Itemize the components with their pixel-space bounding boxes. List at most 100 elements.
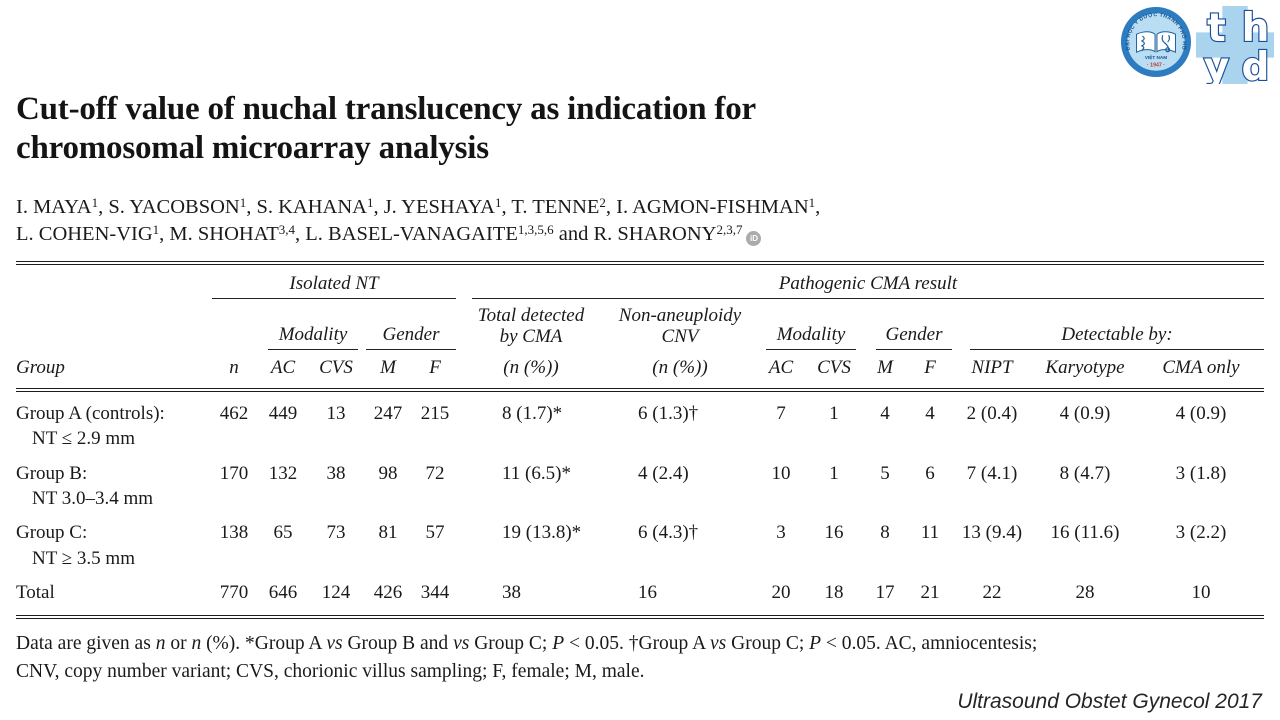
data-cell: 124 [308,570,364,620]
results-table-wrap: Isolated NT Pathogenic CMA result Modality… [16,260,1264,620]
table-row: Group C: NT ≥ 3.5 mm 138 65 73 81 57 19 (13.8)*… [16,511,1264,571]
column-header: CVS [806,350,862,393]
data-cell: 6 (4.3)† [638,522,699,544]
data-cell: 21 [908,570,952,620]
title-line-2: chromosomal microarray analysis [16,129,489,166]
data-cell: 4 (0.9) [1059,403,1111,425]
data-cell: 20 [756,570,806,620]
data-cell: 5 [880,462,890,484]
data-cell: 4 (0.9) [1175,403,1227,425]
data-cell: 344 [412,570,458,620]
footnote-line: Data are given as n or n (%). *Group A v… [16,633,1038,655]
column-header: F [412,350,458,393]
data-cell: 16 (11.6) [1050,522,1120,544]
data-cell: 65 [273,522,293,544]
data-cell: 6 [925,462,935,484]
data-cell: 4 [925,403,935,425]
author-line: L. COHEN-VIG1, M. SHOHAT3,4, L. BASEL-VA… [16,221,1264,248]
data-cell: 449 [268,403,298,425]
header-spacer [16,299,210,351]
header-spacer [210,299,258,351]
column-header: AC [258,350,308,393]
column-subgroup-header: Total detected by CMA [477,304,585,348]
data-cell: 10 [771,462,791,484]
column-subgroup-header: Modality [756,299,862,351]
data-cell: 38 [458,570,604,620]
monogram-letter: y [1204,45,1229,84]
data-cell: 8 [880,522,890,544]
column-header: M [364,350,412,393]
data-cell: 81 [378,522,398,544]
logo-group: ĐẠI HỌC Y DƯỢC THÀNH PHỐ HỒ CHÍ MINH VIỆ… [1120,6,1274,84]
table-row: Group B: NT 3.0–3.4 mm 170 132 38 98 72 11 (6.5… [16,452,1264,512]
data-cell: 3 (1.8) [1175,462,1227,484]
table-row: Total 770 646 124 426 344 38 16 20 18 17 21 22 28 10 [16,570,1264,620]
data-cell: 11 (6.5)* [502,462,571,484]
orcid-icon: iD [746,230,762,246]
data-cell: 4 [880,403,890,425]
data-cell: 462 [219,403,249,425]
column-header: F [908,350,952,393]
column-header: AC [756,350,806,393]
column-header: CMA only [1138,350,1264,393]
data-cell: 170 [219,462,249,484]
column-subgroup-header: Detectable by: [952,299,1264,351]
group-cell: Group A (controls): NT ≤ 2.9 mm [16,403,165,450]
monogram-letter: t [1207,6,1226,51]
journal-citation: Ultrasound Obstet Gynecol 2017 [957,690,1262,713]
column-subgroup-header: Modality [258,299,364,351]
table-footnote: Data are given as n or n (%). *Group A v… [16,630,1264,685]
data-cell: 1 [829,462,839,484]
data-cell: 247 [373,403,403,425]
data-cell: 72 [425,462,445,484]
data-cell: 4 (2.4) [638,462,689,484]
data-cell: 132 [268,462,298,484]
footnote-line: CNV, copy number variant; CVS, chorionic… [16,660,645,682]
seal-year-text: · 1947 · [1147,62,1165,68]
column-subgroup-header: Non-aneuploidy CNV [618,304,742,348]
column-header: M [862,350,908,393]
data-cell: 18 [806,570,862,620]
data-cell: 770 [210,570,258,620]
column-group-header: Pathogenic CMA result [458,263,1264,299]
group-cell: Group B: NT 3.0–3.4 mm [16,462,154,509]
data-cell: 16 [604,570,756,620]
data-cell: 8 (4.7) [1059,462,1111,484]
data-cell: 7 [776,403,786,425]
column-header: CVS [308,350,364,393]
data-cell: 22 [952,570,1032,620]
data-cell: 17 [862,570,908,620]
data-cell: 57 [425,522,445,544]
monogram-logo: t hy d [1196,6,1274,84]
data-cell: 10 [1138,570,1264,620]
data-cell: 13 (9.4) [961,522,1023,544]
data-cell: 646 [258,570,308,620]
column-header: (n (%)) [458,350,604,393]
data-cell: 138 [219,522,249,544]
author-line: I. MAYA1, S. YACOBSON1, S. KAHANA1, J. Y… [16,195,821,219]
data-cell: 3 (2.2) [1175,522,1227,544]
monogram-letter: d [1242,45,1270,84]
header-spacer [16,263,210,299]
data-cell: 38 [326,462,346,484]
monogram-letter: h [1242,6,1270,51]
group-cell: Total [16,570,210,620]
data-cell: 13 [326,403,346,425]
data-cell: 73 [326,522,346,544]
paper-title: Cut-off value of nuchal translucency as … [16,90,1264,167]
data-cell: 215 [420,403,450,425]
column-header: (n (%)) [604,350,756,393]
university-seal-logo: ĐẠI HỌC Y DƯỢC THÀNH PHỐ HỒ CHÍ MINH VIỆ… [1120,6,1192,78]
data-cell: 16 [824,522,844,544]
author-list: I. MAYA1, S. YACOBSON1, S. KAHANA1, J. Y… [16,194,1264,247]
group-cell: Group C: NT ≥ 3.5 mm [16,522,135,569]
data-cell: 7 (4.1) [966,462,1018,484]
data-cell: 426 [364,570,412,620]
column-header: Group [16,350,210,393]
data-cell: 11 [920,522,940,544]
results-table: Isolated NT Pathogenic CMA result Modality… [16,260,1264,620]
data-cell: 3 [776,522,786,544]
data-cell: 8 (1.7)* [502,403,563,425]
data-cell: 2 (0.4) [966,403,1018,425]
